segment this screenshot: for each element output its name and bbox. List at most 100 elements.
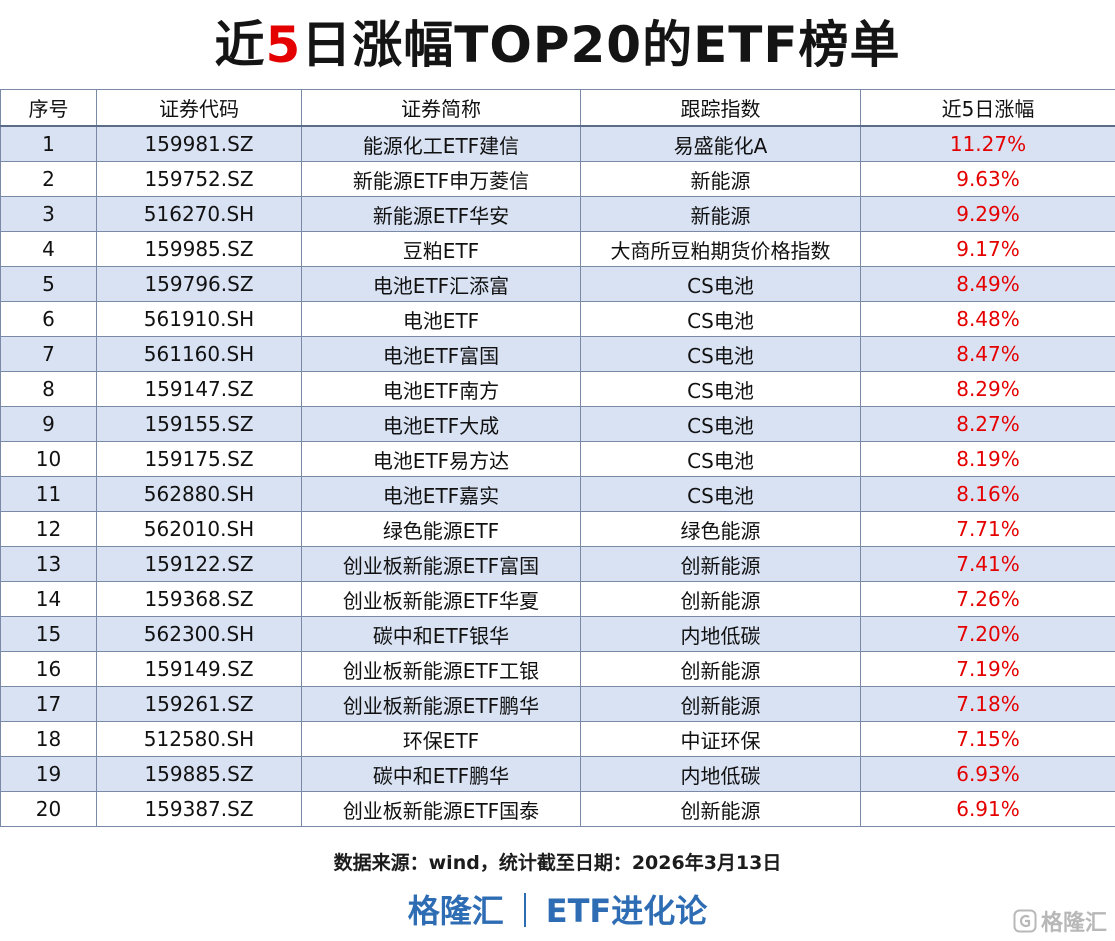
table-row: 9 159155.SZ 电池ETF大成 CS电池 8.27% [0,406,1115,442]
cell-name: 绿色能源ETF [301,511,581,547]
cell-rank: 8 [0,371,97,407]
cell-index: CS电池 [580,336,861,372]
cell-rank: 13 [0,546,97,582]
cell-index: 新能源 [580,161,861,197]
cell-name: 创业板新能源ETF国泰 [301,791,581,827]
cell-change: 8.16% [860,476,1115,512]
cell-code: 159985.SZ [96,231,302,267]
cell-code: 159149.SZ [96,651,302,687]
cell-name: 碳中和ETF鹏华 [301,756,581,792]
cell-name: 新能源ETF申万菱信 [301,161,581,197]
cell-change: 9.29% [860,196,1115,232]
cell-name: 电池ETF富国 [301,336,581,372]
cell-code: 159796.SZ [96,266,302,302]
cell-change: 7.18% [860,686,1115,722]
cell-code: 562010.SH [96,511,302,547]
table-row: 12 562010.SH 绿色能源ETF 绿色能源 7.71% [0,511,1115,547]
cell-rank: 2 [0,161,97,197]
cell-index: 创新能源 [580,686,861,722]
page-title: 近5日涨幅TOP20的ETF榜单 [0,8,1115,82]
cell-code: 159155.SZ [96,406,302,442]
table-row: 19 159885.SZ 碳中和ETF鹏华 内地低碳 6.93% [0,756,1115,792]
cell-change: 6.93% [860,756,1115,792]
cell-code: 159147.SZ [96,371,302,407]
cell-code: 159885.SZ [96,756,302,792]
table-row: 14 159368.SZ 创业板新能源ETF华夏 创新能源 7.26% [0,581,1115,617]
cell-index: CS电池 [580,441,861,477]
cell-rank: 16 [0,651,97,687]
header-change: 近5日涨幅 [860,89,1115,127]
cell-index: 创新能源 [580,581,861,617]
gelonghui-logo-icon [1013,909,1037,933]
cell-rank: 1 [0,125,97,162]
cell-rank: 11 [0,476,97,512]
cell-name: 能源化工ETF建信 [301,125,581,162]
cell-code: 561910.SH [96,301,302,337]
table-row: 11 562880.SH 电池ETF嘉实 CS电池 8.16% [0,476,1115,512]
cell-code: 159175.SZ [96,441,302,477]
cell-name: 电池ETF大成 [301,406,581,442]
table-row: 4 159985.SZ 豆粕ETF 大商所豆粕期货价格指数 9.17% [0,231,1115,267]
cell-index: CS电池 [580,406,861,442]
cell-rank: 18 [0,721,97,757]
cell-rank: 19 [0,756,97,792]
cell-code: 159981.SZ [96,125,302,162]
source-note: 数据来源：wind，统计截至日期：2026年3月13日 [333,852,782,874]
title-prefix: 近 [214,16,266,74]
cell-change: 7.71% [860,511,1115,547]
cell-change: 11.27% [860,125,1115,162]
footer-brand-line: 格隆汇 ETF进化论 [0,887,1115,935]
table-row: 1 159981.SZ 能源化工ETF建信 易盛能化A 11.27% [0,125,1115,162]
cell-code: 512580.SH [96,721,302,757]
cell-name: 电池ETF南方 [301,371,581,407]
footer-brand: 格隆汇 [407,892,504,930]
footer-divider [523,893,526,927]
cell-rank: 14 [0,581,97,617]
table-row: 7 561160.SH 电池ETF富国 CS电池 8.47% [0,336,1115,372]
cell-change: 9.63% [860,161,1115,197]
cell-code: 562300.SH [96,616,302,652]
cell-change: 7.26% [860,581,1115,617]
cell-change: 7.41% [860,546,1115,582]
table-row: 20 159387.SZ 创业板新能源ETF国泰 创新能源 6.91% [0,791,1115,827]
cell-index: CS电池 [580,301,861,337]
table-row: 2 159752.SZ 新能源ETF申万菱信 新能源 9.63% [0,161,1115,197]
cell-index: 大商所豆粕期货价格指数 [580,231,861,267]
cell-change: 6.91% [860,791,1115,827]
cell-change: 8.48% [860,301,1115,337]
cell-name: 创业板新能源ETF华夏 [301,581,581,617]
table-row: 6 561910.SH 电池ETF CS电池 8.48% [0,301,1115,337]
cell-index: 内地低碳 [580,616,861,652]
cell-rank: 6 [0,301,97,337]
table-row: 10 159175.SZ 电池ETF易方达 CS电池 8.19% [0,441,1115,477]
title-accent-number: 5 [265,16,302,74]
cell-rank: 10 [0,441,97,477]
cell-rank: 17 [0,686,97,722]
table-row: 3 516270.SH 新能源ETF华安 新能源 9.29% [0,196,1115,232]
cell-index: 绿色能源 [580,511,861,547]
header-rank: 序号 [0,89,97,127]
cell-change: 8.19% [860,441,1115,477]
table-row: 5 159796.SZ 电池ETF汇添富 CS电池 8.49% [0,266,1115,302]
cell-code: 159122.SZ [96,546,302,582]
watermark-text: 格隆汇 [1040,911,1107,936]
cell-code: 561160.SH [96,336,302,372]
cell-name: 碳中和ETF银华 [301,616,581,652]
cell-name: 电池ETF汇添富 [301,266,581,302]
title-suffix: 日涨幅TOP20的ETF榜单 [301,16,901,74]
cell-name: 创业板新能源ETF工银 [301,651,581,687]
cell-name: 环保ETF [301,721,581,757]
cell-rank: 3 [0,196,97,232]
header-index: 跟踪指数 [580,89,861,127]
cell-index: 创新能源 [580,651,861,687]
cell-index: 新能源 [580,196,861,232]
cell-change: 9.17% [860,231,1115,267]
cell-rank: 15 [0,616,97,652]
cell-name: 新能源ETF华安 [301,196,581,232]
cell-index: CS电池 [580,371,861,407]
cell-name: 创业板新能源ETF富国 [301,546,581,582]
cell-change: 8.29% [860,371,1115,407]
cell-index: 创新能源 [580,546,861,582]
table-row: 16 159149.SZ 创业板新能源ETF工银 创新能源 7.19% [0,651,1115,687]
cell-name: 豆粕ETF [301,231,581,267]
